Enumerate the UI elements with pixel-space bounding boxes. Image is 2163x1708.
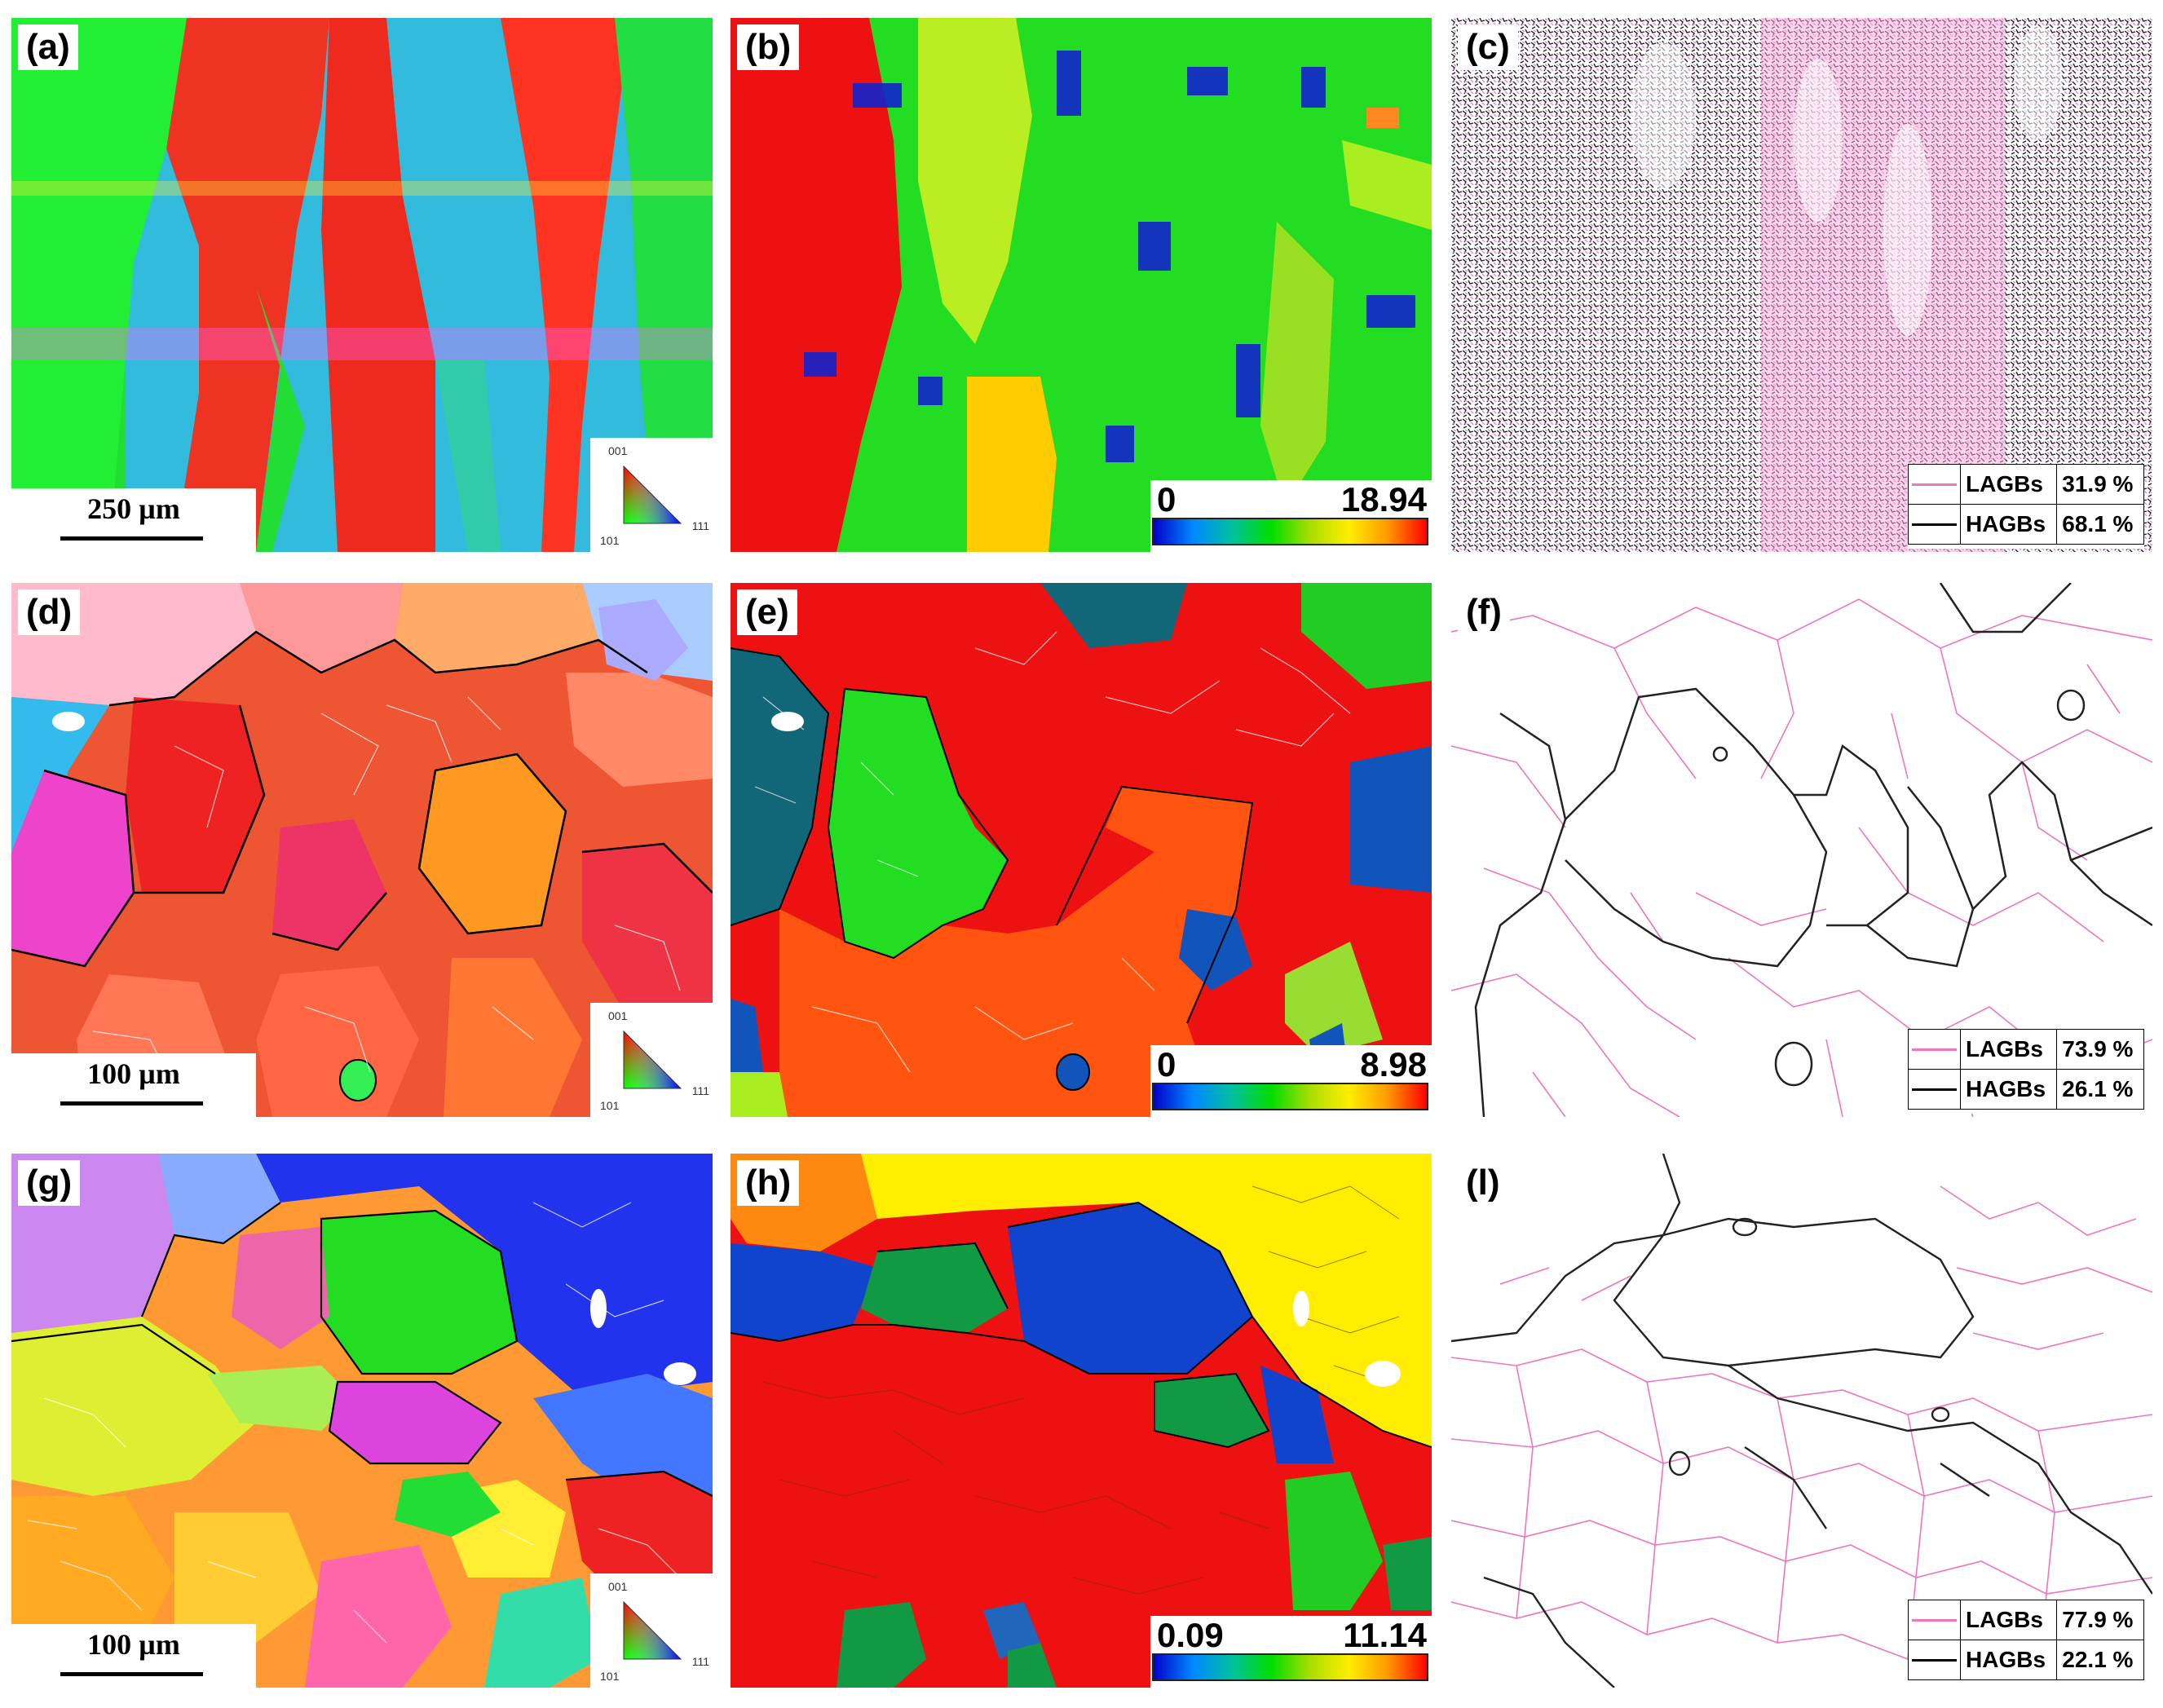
colorbar-max: 18.94 [1340, 480, 1427, 519]
panel-label: (e) [737, 589, 797, 635]
scale-bar-line [60, 1101, 203, 1106]
scale-bar-text: 100 µm [87, 1628, 180, 1661]
legend-value: 31.9 % [2056, 464, 2144, 505]
legend-value: 22.1 % [2056, 1640, 2144, 1680]
panel-d: (d) 100 µm 001 101 111 [11, 583, 713, 1117]
legend-name: LAGBs [1959, 1600, 2058, 1640]
colorbar: 0.09 11.14 [1150, 1616, 1432, 1688]
panel-c: (c) LAGBs 31.9 % HAGBs 68.1 % [1451, 18, 2152, 552]
ipf-key-101: 101 [600, 1099, 620, 1112]
ipf-map-a [11, 18, 713, 552]
lagbs-swatch [1912, 483, 1957, 486]
panel-label: (c) [1458, 24, 1518, 70]
panel-label: (l) [1458, 1160, 1508, 1206]
legend-row-hagbs: HAGBs 68.1 % [1908, 504, 2144, 545]
hagbs-swatch [1912, 1658, 1957, 1662]
colorbar-max: 11.14 [1343, 1616, 1427, 1654]
legend-row-hagbs: HAGBs 22.1 % [1908, 1640, 2144, 1680]
ipf-key-001: 001 [608, 1009, 628, 1022]
colorbar-gradient [1152, 518, 1428, 545]
colorbar: 0 18.94 [1150, 480, 1432, 552]
hagbs-swatch [1912, 1088, 1957, 1091]
hagbs-swatch [1912, 523, 1957, 526]
panel-label: (d) [18, 589, 81, 635]
panel-label: (h) [737, 1160, 800, 1206]
kam-map-e [731, 583, 1432, 1117]
legend-name: HAGBs [1959, 504, 2058, 545]
boundary-map-f [1451, 583, 2152, 1117]
lagbs-swatch [1912, 1048, 1957, 1051]
panel-g: (g) 100 µm 001 101 111 [11, 1154, 713, 1688]
ipf-key-101: 101 [600, 1670, 620, 1683]
panel-a: (a) 250 µm 001 101 111 [11, 18, 713, 552]
colorbar-min: 0 [1157, 480, 1176, 519]
panel-h: (h) 0.09 11.14 [731, 1154, 1432, 1688]
ipf-key-101: 101 [600, 534, 620, 547]
panel-i: (l) LAGBs 77.9 % HAGBs 22.1 % [1451, 1154, 2152, 1688]
scale-bar-text: 250 µm [87, 492, 180, 525]
panel-label: (f) [1458, 589, 1510, 635]
legend-name: LAGBs [1959, 1029, 2058, 1070]
colorbar-gradient [1152, 1653, 1428, 1681]
scale-bar: 100 µm [11, 1624, 256, 1688]
boundary-map-c [1451, 18, 2152, 552]
panel-b: (b) 0 18.94 [731, 18, 1432, 552]
scale-bar-text: 100 µm [87, 1057, 180, 1090]
legend-row-lagbs: LAGBs 73.9 % [1908, 1029, 2144, 1070]
legend-value: 26.1 % [2056, 1069, 2144, 1110]
legend-name: LAGBs [1959, 464, 2058, 505]
ipf-key-111: 111 [691, 1655, 709, 1668]
panel-label: (g) [18, 1160, 81, 1206]
ipf-key: 001 101 111 [590, 1003, 713, 1117]
scale-bar-line [60, 536, 203, 541]
ipf-triangle-icon [623, 465, 682, 524]
legend-row-hagbs: HAGBs 26.1 % [1908, 1069, 2144, 1110]
ipf-key-001: 001 [608, 444, 628, 457]
scale-bar: 100 µm [11, 1053, 256, 1117]
colorbar-max: 8.98 [1360, 1045, 1427, 1083]
lagbs-swatch [1912, 1618, 1957, 1622]
boundary-legend: LAGBs 31.9 % HAGBs 68.1 % [1908, 464, 2144, 549]
legend-value: 77.9 % [2056, 1600, 2144, 1640]
legend-name: HAGBs [1959, 1069, 2058, 1110]
panel-label: (a) [18, 24, 78, 70]
panel-e: (e) 0 8.98 [731, 583, 1432, 1117]
ipf-triangle-icon [623, 1030, 682, 1089]
panel-label: (b) [737, 24, 800, 70]
boundary-legend: LAGBs 77.9 % HAGBs 22.1 % [1908, 1600, 2144, 1684]
colorbar-gradient [1152, 1083, 1428, 1110]
legend-value: 68.1 % [2056, 504, 2144, 545]
legend-value: 73.9 % [2056, 1029, 2144, 1070]
ipf-key-111: 111 [691, 519, 709, 532]
legend-name: HAGBs [1959, 1640, 2058, 1680]
colorbar-min: 0 [1157, 1045, 1176, 1083]
ipf-triangle-icon [623, 1600, 682, 1660]
scale-bar: 250 µm [11, 488, 256, 552]
colorbar: 0 8.98 [1150, 1045, 1432, 1117]
colorbar-min: 0.09 [1157, 1616, 1224, 1654]
kam-map-h [731, 1154, 1432, 1688]
boundary-map-i [1451, 1154, 2152, 1688]
ipf-key: 001 101 111 [590, 438, 713, 552]
legend-row-lagbs: LAGBs 31.9 % [1908, 464, 2144, 505]
ipf-key-111: 111 [691, 1084, 709, 1097]
ipf-map-g [11, 1154, 713, 1688]
legend-row-lagbs: LAGBs 77.9 % [1908, 1600, 2144, 1640]
scale-bar-line [60, 1672, 203, 1676]
kam-map-b [731, 18, 1432, 552]
ipf-key: 001 101 111 [590, 1573, 713, 1688]
panel-f: (f) LAGBs 73.9 % HAGBs 26.1 % [1451, 583, 2152, 1117]
ipf-key-001: 001 [608, 1580, 628, 1593]
boundary-legend: LAGBs 73.9 % HAGBs 26.1 % [1908, 1029, 2144, 1114]
